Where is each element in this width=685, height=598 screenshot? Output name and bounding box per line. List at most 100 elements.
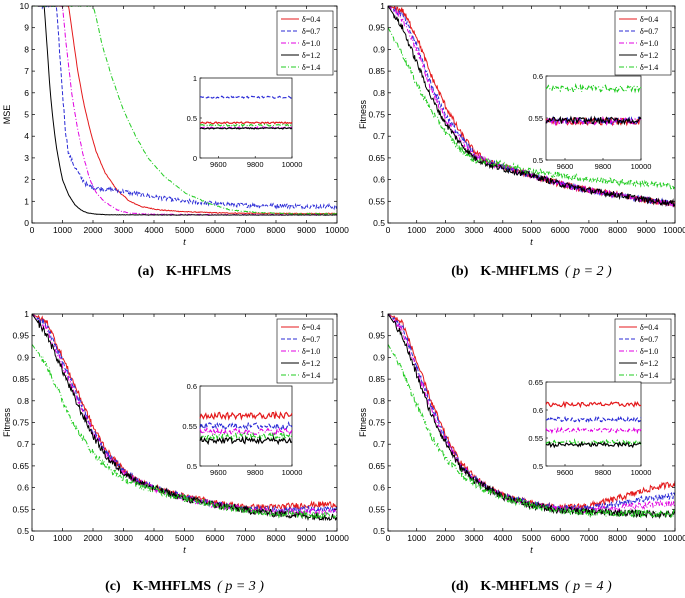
legend: δ=0.4 δ=0.7 δ=1.0 δ=1.2 δ=1.4	[276, 318, 334, 384]
x-tick-label: 1000	[53, 533, 72, 543]
y-tick-label: 0.9	[373, 352, 385, 362]
legend-label: δ=0.7	[302, 335, 320, 344]
y-tick-label: 0.55	[368, 504, 385, 514]
caption-title: K-MHFLMS	[480, 579, 559, 594]
inset-y-tick-label: 0.5	[187, 114, 197, 123]
inset-series-line	[199, 427, 293, 438]
inset-series-line	[199, 420, 293, 431]
y-tick-label: 0.85	[368, 66, 385, 76]
x-tick-label: 10000	[663, 533, 685, 543]
inset-y-tick-label: 0.6	[533, 406, 543, 415]
x-tick-label: 3000	[465, 225, 484, 235]
caption-label: (d)	[451, 579, 468, 594]
inset-y-tick-label: 0.6	[533, 72, 543, 81]
inset-y-tick-label: 0.65	[528, 378, 543, 387]
x-tick-label: 9000	[637, 533, 656, 543]
series-line-δ=1.4	[32, 6, 337, 216]
y-tick-label: 1	[380, 1, 385, 11]
x-tick-label: 5000	[175, 225, 194, 235]
series-group	[388, 6, 675, 208]
inset-y-tick-label: 0.5	[533, 462, 543, 471]
y-tick-label: 9	[24, 23, 29, 33]
legend-label: δ=1.2	[640, 51, 658, 60]
x-tick-label: 3000	[465, 533, 484, 543]
y-tick-label: 0.9	[17, 352, 29, 362]
inset-series-line	[545, 426, 642, 435]
y-tick-label: 5	[24, 110, 29, 120]
series-line-δ=1.2	[388, 6, 675, 208]
legend-label: δ=1.2	[640, 359, 658, 368]
panel-caption: (a) K-HFLMS	[138, 264, 232, 279]
series-line-δ=1.2	[32, 314, 337, 522]
y-tick-label: 0.9	[373, 44, 385, 54]
inset-series-line	[545, 438, 642, 446]
x-tick-label: 3000	[114, 533, 133, 543]
inset-x-tick-label: 9800	[247, 160, 264, 169]
panel-caption: (d) K-MHFLMS ( p = 4 )	[451, 579, 612, 594]
y-tick-label: 2	[24, 175, 29, 185]
legend: δ=0.4 δ=0.7 δ=1.0 δ=1.2 δ=1.4	[614, 10, 672, 76]
legend-box	[614, 318, 672, 384]
panel-caption: (b) K-MHFLMS ( p = 2 )	[451, 264, 612, 279]
x-tick-label: 0	[386, 225, 391, 235]
caption-label: (b)	[451, 264, 468, 279]
y-tick-label: 0.8	[373, 88, 385, 98]
legend-label: δ=0.7	[640, 335, 658, 344]
legend-label: δ=1.2	[302, 359, 320, 368]
series-group	[388, 314, 675, 520]
inset-series-line	[545, 115, 642, 126]
y-tick-label: 0.7	[373, 131, 385, 141]
y-tick-label: 10	[20, 1, 30, 11]
caption-label: (c)	[105, 579, 121, 594]
x-tick-label: 1000	[407, 225, 426, 235]
y-axis-label: Fitness	[358, 99, 368, 129]
x-tick-label: 7000	[236, 533, 255, 543]
inset-y-tick-label: 0	[193, 154, 197, 163]
inset-series-line	[545, 400, 642, 409]
inset-frame	[545, 381, 642, 467]
y-tick-label: 0.6	[373, 175, 385, 185]
x-tick-label: 9000	[297, 533, 316, 543]
x-tick-label: 10000	[325, 533, 349, 543]
caption-suffix: ( p = 3 )	[217, 579, 264, 594]
x-tick-label: 4000	[145, 225, 164, 235]
caption-suffix: ( p = 4 )	[565, 579, 612, 594]
series-line-δ=0.7	[388, 6, 675, 208]
inset-series-line	[545, 83, 642, 94]
x-axis-label: t	[530, 237, 533, 248]
legend-box	[614, 10, 672, 76]
x-tick-label: 1000	[53, 225, 72, 235]
x-tick-label: 2000	[84, 225, 103, 235]
series-line-δ=1.4	[388, 344, 675, 520]
panel-a: 0 1000 2000 3000 4000 5000 6000 7000 8000 9000 100…	[2, 1, 349, 279]
x-tick-label: 6000	[551, 225, 570, 235]
inset-series-line	[545, 440, 642, 449]
inset-y-tick-label: 0.5	[187, 462, 197, 471]
y-tick-label: 0.65	[368, 153, 385, 163]
y-tick-label: 0.55	[12, 504, 29, 514]
inset-series-line	[199, 123, 293, 127]
inset-x-tick-label: 9600	[557, 162, 574, 171]
y-tick-label: 1	[24, 196, 29, 206]
inset: 9600 9800 10000 0 0.5 1	[187, 74, 303, 169]
inset-series-line	[545, 415, 642, 424]
caption-label: (a)	[138, 264, 155, 279]
inset-y-tick-label: 0.55	[528, 434, 543, 443]
x-tick-label: 4000	[493, 225, 512, 235]
legend-label: δ=0.7	[640, 27, 658, 36]
legend-box	[276, 10, 334, 76]
x-tick-label: 7000	[579, 225, 598, 235]
y-axis-label: MSE	[2, 105, 12, 125]
y-tick-label: 0.5	[373, 218, 385, 228]
legend: δ=0.4 δ=0.7 δ=1.0 δ=1.2 δ=1.4	[614, 318, 672, 384]
panel-d: 0 1000 2000 3000 4000 5000 6000 7000 8000 9000 100…	[358, 309, 685, 594]
x-tick-label: 6000	[206, 533, 225, 543]
caption-title: K-HFLMS	[166, 264, 232, 279]
series-group	[32, 314, 337, 522]
inset-series-line	[199, 435, 293, 446]
inset-frame	[199, 77, 293, 159]
legend-label: δ=1.4	[640, 371, 658, 380]
y-tick-label: 0.7	[373, 439, 385, 449]
x-tick-label: 5000	[175, 533, 194, 543]
y-axis-label: Fitness	[2, 407, 12, 437]
